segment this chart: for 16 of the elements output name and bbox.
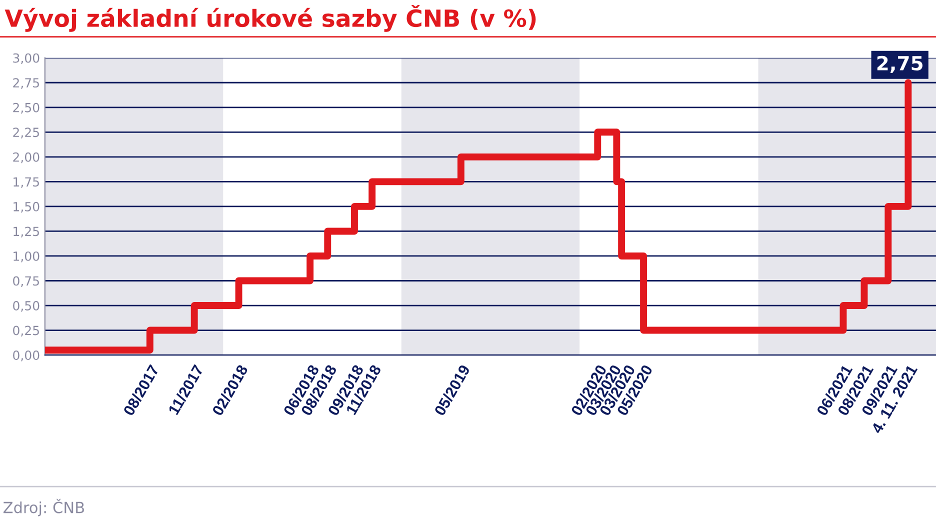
annotation: 2,75 [877,56,922,74]
y-tick-label: 1,00 [14,251,40,262]
y-tick-label: 0,75 [13,276,39,287]
chart-title: Vývoj základní úrokové sazby ČNB (v %) [4,4,536,32]
y-tick-label: 2,00 [13,152,40,164]
y-tick-label: 2,75 [13,78,39,89]
y-tick-label: 1,50 [14,202,40,213]
text: Zdroj: ČNB [3,498,84,516]
y-tick-label: 3,00 [13,53,40,64]
y-tick-label: 1,25 [14,226,39,238]
y-tick-label: 2,50 [13,102,40,114]
y-tick-label: 1,75 [14,177,39,188]
y-tick-label: 0,00 [13,350,40,362]
y-tick-label: 2,25 [13,128,39,138]
y-tick-label: 0,25 [13,326,39,336]
y-tick-label: 0,50 [13,300,40,312]
